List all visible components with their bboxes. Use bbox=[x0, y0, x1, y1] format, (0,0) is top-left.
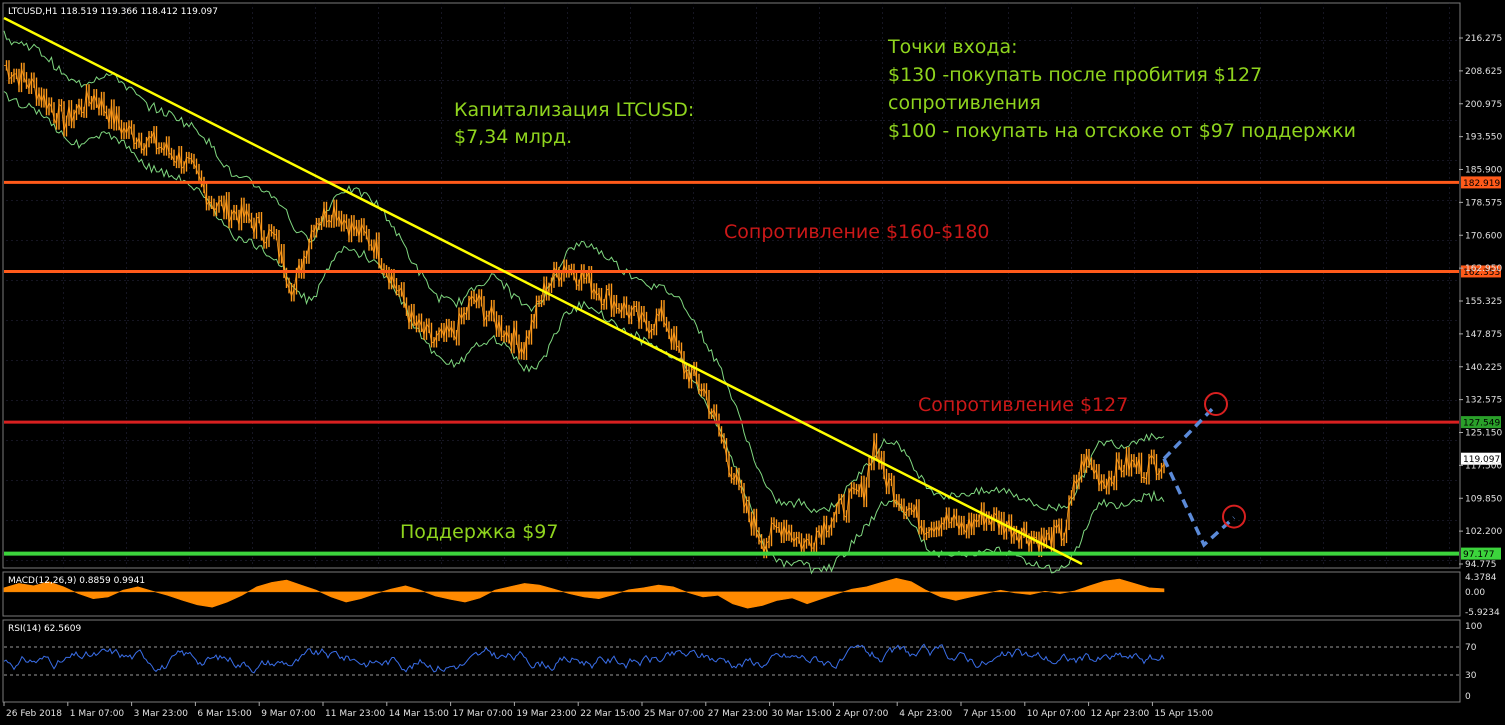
y-tick-label: 94.775 bbox=[1465, 560, 1497, 570]
x-tick-label: 2 Apr 07:00 bbox=[835, 709, 888, 719]
x-tick-label: 14 Mar 15:00 bbox=[389, 709, 449, 719]
entry-line3: сопротивления bbox=[888, 92, 1041, 114]
rsi-panel bbox=[2, 619, 1461, 703]
x-tick-label: 6 Mar 15:00 bbox=[197, 709, 252, 719]
macd-tick-label: 0.00 bbox=[1465, 588, 1485, 598]
level-badge-119.097 bbox=[1461, 452, 1501, 465]
target-circle-high bbox=[1204, 392, 1228, 417]
projection-up bbox=[1162, 403, 1218, 460]
x-tick-label: 25 Mar 07:00 bbox=[644, 709, 704, 719]
y-tick-label: 162.950 bbox=[1465, 264, 1502, 274]
y-tick-label: 170.600 bbox=[1465, 231, 1502, 241]
projection-down bbox=[1162, 457, 1236, 548]
rsi-line bbox=[3, 643, 1165, 674]
rsi-header: RSI(14) 62.5609 bbox=[8, 624, 81, 634]
resistance-127-label: Сопротивление $127 bbox=[918, 394, 1128, 416]
macd-histogram bbox=[3, 577, 1165, 609]
entry-line2: $130 -покупать после пробития $127 bbox=[888, 64, 1262, 86]
y-tick-label: 140.225 bbox=[1465, 363, 1502, 373]
y-tick-label: 102.200 bbox=[1465, 527, 1502, 537]
level-badge-text: 162.353 bbox=[1463, 268, 1500, 278]
x-tick-label: 3 Mar 23:00 bbox=[134, 709, 189, 719]
macd-tick-label: -5.9234 bbox=[1465, 608, 1500, 618]
x-tick-label: 19 Mar 23:00 bbox=[516, 709, 576, 719]
entry-line1: Точки входа: bbox=[887, 36, 1018, 58]
x-tick-label: 11 Mar 23:00 bbox=[325, 709, 385, 719]
rsi-layer bbox=[3, 643, 1459, 676]
y-tick-label: 216.275 bbox=[1465, 34, 1502, 44]
x-tick-label: 7 Apr 15:00 bbox=[963, 709, 1016, 719]
y-tick-label: 185.900 bbox=[1465, 166, 1502, 176]
target-circle-low bbox=[1222, 504, 1246, 529]
level-badge-97.177 bbox=[1461, 547, 1501, 560]
level-badge-182.919 bbox=[1461, 176, 1501, 189]
rsi-tick-label: 30 bbox=[1465, 671, 1477, 681]
trendline bbox=[3, 16, 1083, 566]
x-tick-label: 12 Apr 23:00 bbox=[1091, 709, 1150, 719]
levels-layer: 182.919 162.353 127.549 119.097 97.177 bbox=[3, 16, 1501, 566]
y-tick-label: 125.150 bbox=[1465, 429, 1502, 439]
support-97-label: Поддержка $97 bbox=[400, 521, 558, 543]
cap-label-line2: $7,34 млрд. bbox=[454, 126, 572, 148]
y-tick-label: 200.975 bbox=[1465, 100, 1502, 110]
price-line bbox=[4, 65, 1165, 555]
y-tick-label: 208.625 bbox=[1465, 67, 1502, 77]
resistance-zone-label: Сопротивление $160-$180 bbox=[724, 221, 990, 243]
macd-tick-label: 4.3784 bbox=[1465, 573, 1497, 583]
level-badge-text: 127.549 bbox=[1463, 419, 1500, 429]
x-tick-label: 15 Apr 15:00 bbox=[1154, 709, 1213, 719]
x-tick-label: 1 Mar 07:00 bbox=[70, 709, 125, 719]
y-tick-label: 178.575 bbox=[1465, 198, 1502, 208]
y-tick-label: 132.575 bbox=[1465, 396, 1502, 406]
x-tick-label: 22 Mar 15:00 bbox=[580, 709, 640, 719]
upper-band-line bbox=[3, 30, 1165, 514]
x-tick-label: 10 Apr 07:00 bbox=[1027, 709, 1086, 719]
x-tick-label: 26 Feb 2018 bbox=[6, 709, 62, 719]
rsi-tick-label: 70 bbox=[1465, 643, 1477, 653]
level-badge-127.549 bbox=[1461, 416, 1501, 429]
y-tick-label: 147.875 bbox=[1465, 330, 1502, 340]
level-badge-text: 182.919 bbox=[1463, 179, 1500, 189]
cap-label-line1: Капитализация LTCUSD: bbox=[454, 99, 694, 121]
level-badge-text: 97.177 bbox=[1463, 550, 1495, 560]
entry-line4: $100 - покупать на отскоке от $97 поддер… bbox=[888, 120, 1356, 142]
x-tick-label: 17 Mar 07:00 bbox=[453, 709, 513, 719]
symbol-header: LTCUSD,H1 118.519 119.366 118.412 119.09… bbox=[8, 7, 218, 17]
y-tick-label: 193.550 bbox=[1465, 133, 1502, 143]
axis-layer: 216.275 208.625 200.975 193.550 185.900 178.5… bbox=[3, 34, 1502, 719]
level-badge-162.353 bbox=[1461, 265, 1501, 278]
y-tick-label: 109.850 bbox=[1465, 494, 1502, 504]
rsi-tick-label: 100 bbox=[1465, 622, 1482, 632]
rsi-tick-label: 0 bbox=[1465, 692, 1471, 702]
x-tick-label: 30 Mar 15:00 bbox=[772, 709, 832, 719]
y-tick-label: 117.500 bbox=[1465, 461, 1502, 471]
x-tick-label: 4 Apr 23:00 bbox=[899, 709, 952, 719]
macd-header: MACD(12,26,9) 0.8859 0.9941 bbox=[8, 576, 145, 586]
y-tick-label: 155.325 bbox=[1465, 297, 1502, 307]
x-tick-label: 9 Mar 07:00 bbox=[261, 709, 316, 719]
x-tick-label: 27 Mar 23:00 bbox=[708, 709, 768, 719]
macd-layer bbox=[3, 577, 1165, 609]
level-badge-text: 119.097 bbox=[1463, 455, 1500, 465]
